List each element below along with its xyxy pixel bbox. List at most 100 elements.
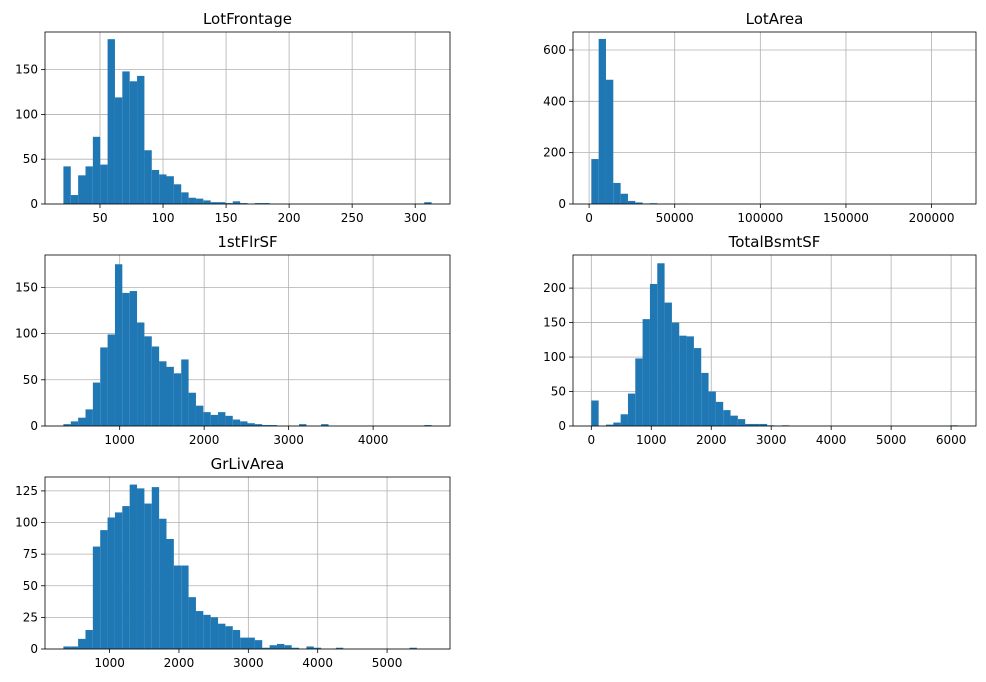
- histogram-bar: [313, 647, 322, 649]
- histogram-bar: [159, 174, 167, 204]
- histogram-bar: [613, 182, 621, 204]
- histogram-bar: [269, 425, 277, 426]
- histogram-bar: [254, 424, 263, 426]
- histogram-bar: [642, 319, 650, 426]
- x-tick-label: 2000: [696, 433, 727, 447]
- histogram-bar: [144, 336, 152, 426]
- y-tick-label: 0: [30, 419, 38, 433]
- histogram-bar: [620, 193, 628, 204]
- x-tick-label: 1000: [636, 433, 667, 447]
- histogram-bar: [137, 75, 145, 204]
- x-tick-label: 100000: [737, 211, 783, 225]
- histogram-bar: [232, 630, 241, 649]
- histogram-bar: [240, 637, 248, 649]
- histogram-bar: [92, 382, 101, 426]
- y-tick-label: 50: [23, 152, 38, 166]
- histogram-bar: [151, 487, 160, 649]
- histogram-bar: [203, 412, 211, 426]
- x-tick-label: 0: [587, 433, 595, 447]
- y-tick-label: 600: [543, 43, 566, 57]
- histogram-bar: [605, 79, 614, 204]
- panel-grlivarea: GrLivArea 1000 2000 3000 4000 5000 0 25 50 75 100 1…: [15, 455, 451, 670]
- histogram-bar: [166, 366, 174, 426]
- histogram-bar: [409, 647, 417, 649]
- y-tick-label: 400: [543, 94, 566, 108]
- histogram-bar: [166, 538, 174, 649]
- histogram-bar: [291, 647, 300, 649]
- histogram-bar: [613, 422, 621, 426]
- chart-title: LotFrontage: [203, 10, 292, 28]
- histogram-bar: [210, 202, 219, 204]
- histogram-bar: [107, 517, 115, 649]
- histogram-bar: [188, 392, 196, 426]
- histogram-bar: [247, 637, 255, 649]
- y-tick-label: 100: [15, 107, 38, 121]
- histogram-bar: [129, 291, 138, 426]
- y-tick-label: 150: [15, 280, 38, 294]
- histogram-bar: [78, 417, 86, 426]
- histogram-bar: [627, 393, 636, 426]
- x-tick-label: 50000: [656, 211, 694, 225]
- histogram-bar: [166, 176, 174, 204]
- histogram-bar: [759, 423, 768, 426]
- panel-lotarea: LotArea 0 50000 100000 150000 200000 0 200 400 60…: [543, 10, 977, 225]
- histogram-bar: [262, 203, 270, 204]
- axes-frame: [44, 476, 451, 650]
- panel-lotfrontage: LotFrontage 50 100 150 200 250 300 0 50 100 150: [15, 10, 451, 225]
- histogram-bar: [188, 597, 196, 649]
- histogram-bar: [605, 424, 614, 426]
- histogram-bar: [635, 202, 643, 204]
- y-tick-label: 25: [23, 610, 38, 624]
- histogram-bar: [247, 423, 255, 426]
- x-tick-label: 4000: [816, 433, 847, 447]
- histogram-bar: [100, 164, 108, 204]
- histogram-bar: [173, 184, 182, 204]
- axes-frame: [572, 31, 977, 205]
- histogram-bar: [129, 81, 138, 204]
- histogram-bar: [63, 646, 71, 649]
- histogram-bar: [306, 646, 314, 649]
- histogram-bar: [225, 626, 233, 649]
- x-tick-label: 2000: [189, 433, 220, 447]
- histogram-bar: [240, 203, 248, 204]
- histogram-bar: [254, 203, 263, 204]
- histogram-bar: [181, 192, 189, 204]
- x-tick-label: 200: [278, 211, 301, 225]
- x-tick-label: 3000: [756, 433, 787, 447]
- histogram-bar: [85, 630, 93, 649]
- x-tick-label: 200000: [909, 211, 955, 225]
- histogram-bar: [203, 200, 211, 204]
- y-tick-label: 150: [15, 63, 38, 77]
- histogram-bar: [203, 614, 211, 649]
- histogram-bar: [173, 565, 182, 649]
- y-tick-label: 75: [23, 547, 38, 561]
- y-tick-label: 0: [558, 419, 566, 433]
- histogram-bar: [159, 518, 167, 649]
- x-tick-label: 6000: [936, 433, 967, 447]
- histogram-bar: [63, 166, 71, 204]
- x-tick-label: 1000: [104, 433, 135, 447]
- histogram-bar: [730, 415, 738, 426]
- histogram-bar: [424, 425, 432, 426]
- histogram-bar: [276, 643, 285, 649]
- histogram-bar: [210, 414, 219, 426]
- histogram-bar: [122, 292, 130, 426]
- axes-frame: [44, 31, 451, 205]
- axes-frame: [44, 254, 451, 427]
- histogram-bar: [92, 546, 101, 649]
- y-tick-label: 0: [30, 197, 38, 211]
- histogram-bar: [85, 409, 93, 426]
- histogram-bar: [195, 405, 204, 426]
- histogram-bar: [210, 617, 219, 649]
- x-tick-label: 4000: [302, 656, 333, 670]
- y-tick-label: 50: [551, 385, 566, 399]
- histogram-bar: [173, 373, 182, 426]
- histogram-bar: [679, 335, 687, 426]
- histogram-bar: [100, 530, 108, 649]
- histogram-bar: [240, 421, 248, 426]
- x-tick-label: 0: [585, 211, 593, 225]
- x-tick-label: 3000: [273, 433, 304, 447]
- histogram-bar: [92, 136, 101, 204]
- histogram-bar: [708, 391, 716, 426]
- y-tick-label: 50: [23, 373, 38, 387]
